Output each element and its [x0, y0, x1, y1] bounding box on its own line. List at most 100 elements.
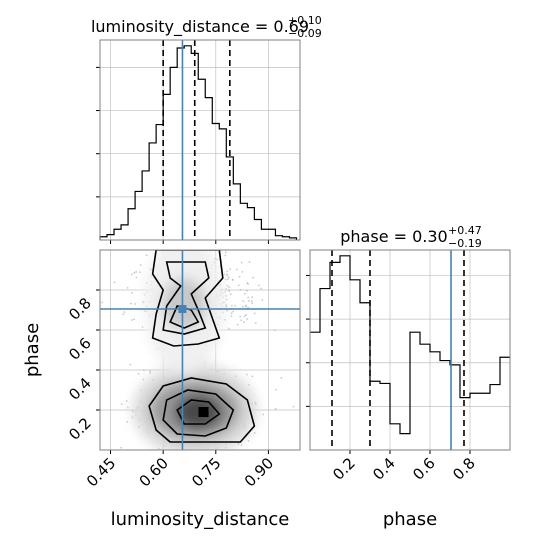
scatter-point — [253, 432, 256, 434]
contour-lower-outer — [148, 377, 256, 443]
scatter-point — [101, 301, 104, 304]
scatter-point — [228, 286, 231, 289]
title-luminosity-distance-plus: +0.10 — [288, 14, 322, 27]
scatter-point — [250, 300, 253, 303]
scatter-point — [245, 314, 248, 316]
scatter-point — [244, 305, 247, 308]
scatter-point — [135, 271, 138, 273]
scatter-point — [113, 281, 116, 284]
scatter-point — [240, 319, 243, 322]
scatter-point — [130, 302, 132, 305]
scatter-point — [248, 383, 250, 386]
scatter-point — [126, 286, 129, 289]
scatter-point — [131, 319, 133, 321]
scatter-point — [225, 303, 228, 306]
title-phase-plus: +0.47 — [448, 224, 482, 237]
scatter-point — [149, 372, 152, 374]
contour-lower-inner — [176, 399, 221, 425]
scatter-point — [230, 312, 233, 315]
contour-upper-mid — [162, 261, 210, 335]
scatter-point — [246, 289, 249, 292]
scatter-point — [133, 271, 136, 274]
scatter-point — [251, 302, 254, 305]
scatter-point — [243, 315, 246, 318]
scatter-point — [216, 258, 219, 261]
tick-label-phase-x: 0.2 — [329, 454, 359, 484]
tick-label-luminosity-distance: 0.45 — [83, 454, 119, 490]
scatter-point — [292, 405, 295, 408]
scatter-point — [157, 447, 160, 450]
scatter-point — [120, 446, 123, 449]
hist-ld-background — [100, 40, 300, 240]
scatter-point — [280, 377, 283, 379]
scatter-point — [262, 413, 265, 416]
scatter-point — [257, 284, 260, 287]
scatter-point — [227, 276, 230, 279]
scatter-point — [248, 261, 251, 263]
scatter-point — [226, 270, 229, 273]
histogram-panel-luminosity-distance — [96, 39, 301, 244]
scatter-point — [226, 310, 228, 312]
scatter-point — [274, 407, 277, 410]
histogram-line-phase — [310, 255, 510, 435]
title-luminosity-distance-main: luminosity_distance = 0.69 — [91, 17, 309, 37]
scatter-point — [251, 375, 254, 378]
tick-label-phase-y: 0.8 — [65, 294, 95, 324]
scatter-point — [235, 268, 238, 271]
scatter-point — [260, 287, 263, 290]
scatter-point — [134, 303, 137, 305]
scatter-point — [125, 400, 128, 402]
scatter-panel-overlay — [96, 249, 301, 454]
scatter-panel-2d — [90, 250, 300, 450]
scatter-point — [129, 363, 132, 366]
hist-ld-frame — [99, 39, 301, 241]
scatter-point — [229, 293, 232, 296]
scatter-point — [142, 301, 144, 304]
scatter-2d-frame — [99, 249, 301, 451]
tick-label-luminosity-distance: 0.60 — [136, 454, 172, 490]
scatter-point — [261, 299, 264, 301]
scatter-point — [240, 261, 243, 264]
scatter-point — [241, 305, 244, 308]
scatter-point — [126, 406, 129, 409]
scatter-point — [90, 397, 92, 399]
tick-label-phase-x: 0.4 — [369, 454, 399, 484]
tick-label-phase-y: 0.2 — [65, 414, 95, 444]
title-phase-main: phase = 0.30 — [340, 227, 447, 246]
scatter-point — [142, 378, 145, 381]
scatter-point — [252, 276, 255, 279]
contour-upper-outer — [151, 250, 224, 347]
tick-label-luminosity-distance: 0.90 — [241, 454, 277, 490]
scatter-point — [122, 313, 125, 316]
scatter-point — [225, 287, 227, 290]
scatter-point — [247, 296, 250, 299]
truth-marker-2d — [178, 305, 187, 313]
scatter-point — [238, 275, 241, 278]
tick-label-phase-y: 0.6 — [65, 334, 95, 364]
scatter-point — [223, 273, 226, 276]
y-axis-label-phase: phase — [22, 323, 43, 377]
tick-label-luminosity-distance: 0.75 — [188, 454, 224, 490]
title-luminosity-distance: luminosity_distance = 0.69 — [91, 17, 309, 37]
scatter-point — [229, 268, 232, 271]
scatter-point — [239, 315, 242, 318]
scatter-point — [275, 388, 278, 391]
title-phase-minus: −0.19 — [448, 237, 482, 250]
scatter-point — [254, 322, 257, 324]
scatter-point — [237, 284, 240, 287]
title-luminosity-distance-minus: −0.09 — [288, 27, 322, 40]
scatter-point — [137, 372, 140, 375]
scatter-point — [232, 310, 235, 313]
scatter-point — [149, 370, 151, 373]
scatter-point — [242, 300, 245, 303]
scatter-point — [135, 276, 138, 279]
scatter-point — [234, 305, 237, 307]
scatter-point — [224, 278, 227, 281]
scatter-point — [142, 369, 145, 372]
scatter-point — [224, 318, 227, 321]
scatter-point — [230, 304, 233, 307]
scatter-point — [245, 373, 248, 376]
scatter-point — [231, 278, 234, 281]
